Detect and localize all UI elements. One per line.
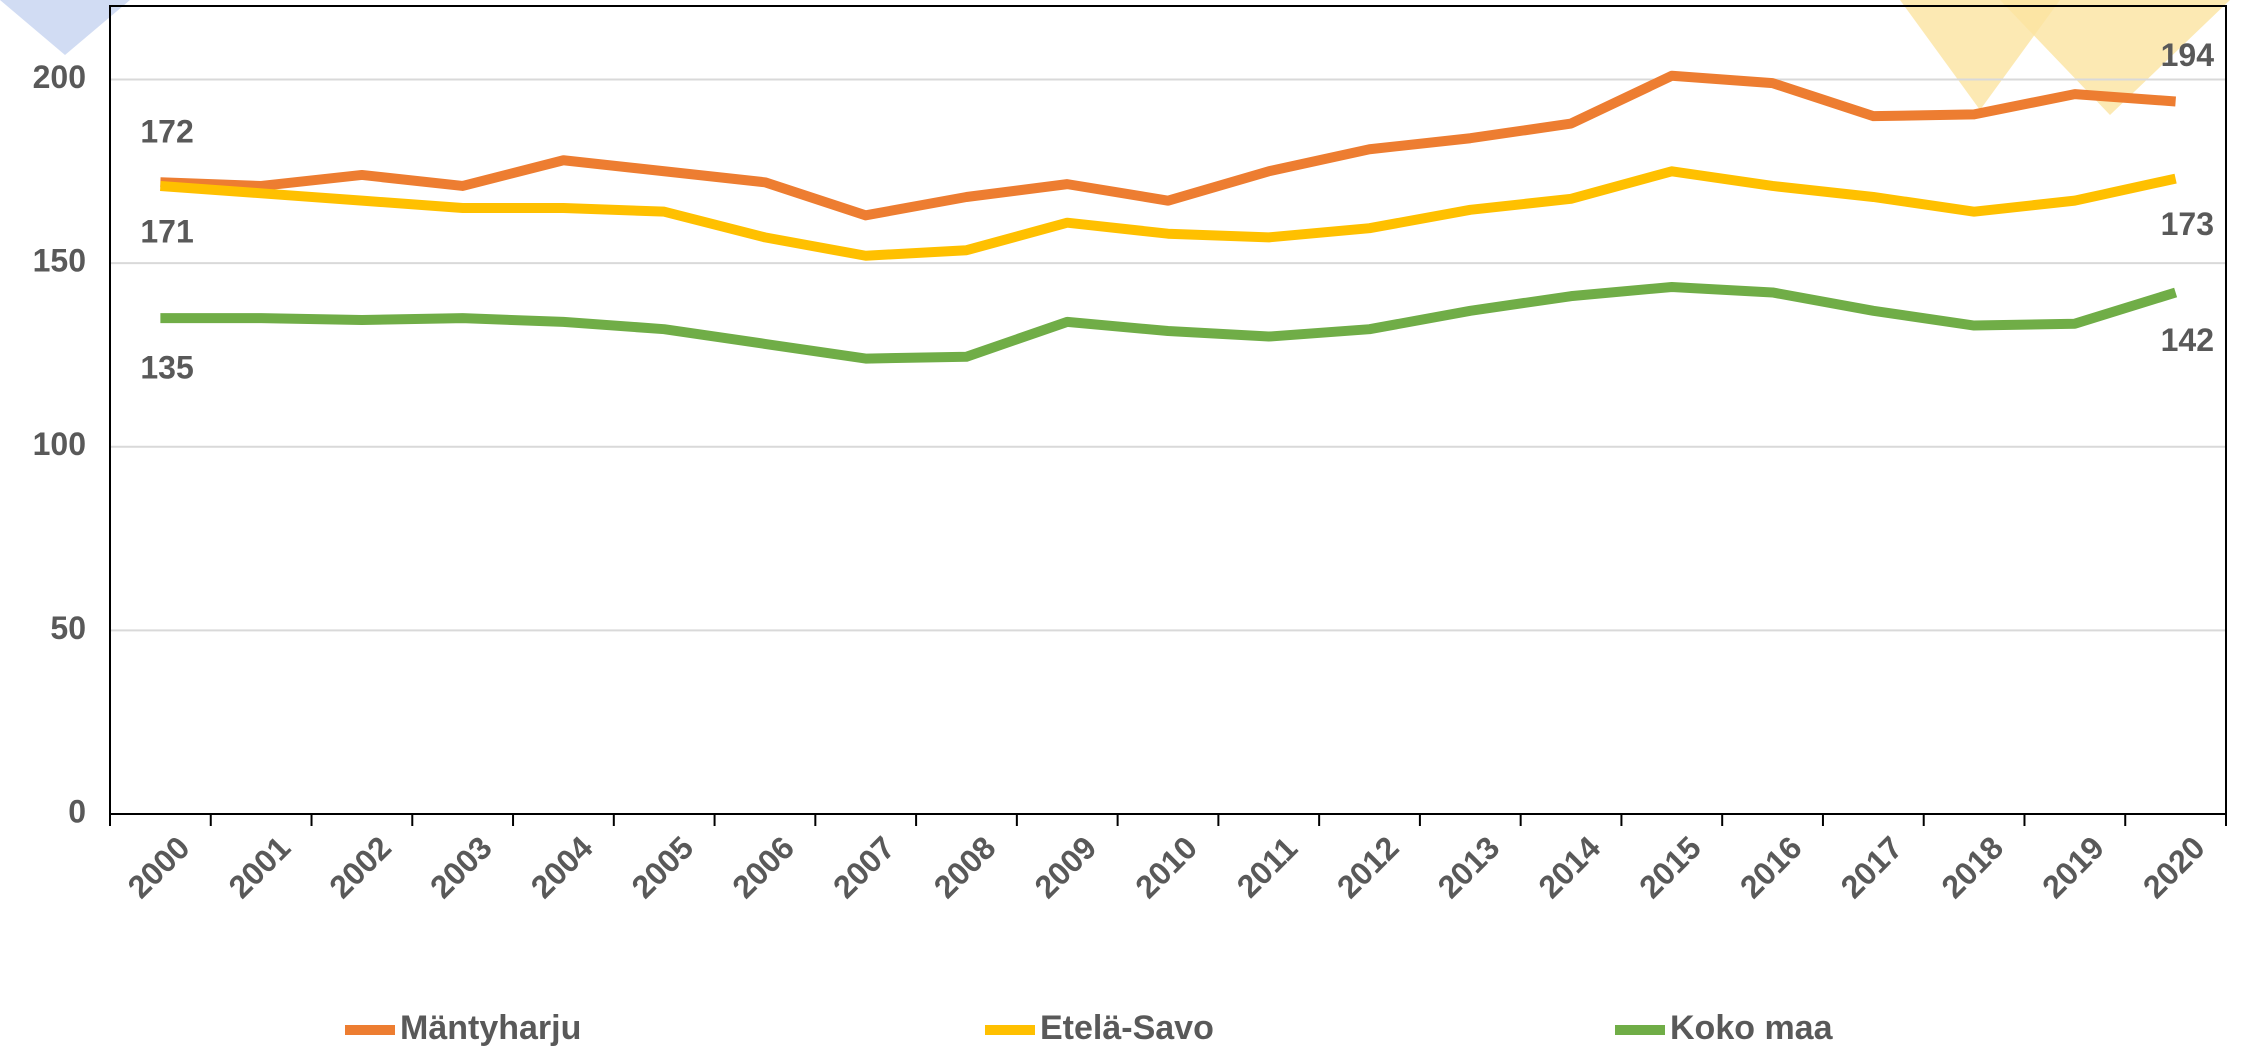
decoration — [1900, 0, 2060, 110]
x-tick-label: 2011 — [1230, 830, 1305, 905]
data-label: 142 — [2161, 322, 2214, 358]
x-tick-label: 2002 — [322, 829, 398, 905]
x-tick-label: 2020 — [2136, 829, 2212, 905]
data-label: 135 — [140, 350, 193, 386]
x-tick-label: 2015 — [1632, 829, 1708, 905]
data-label: 171 — [140, 213, 193, 249]
series-line — [160, 281, 2178, 364]
y-tick-label: 50 — [50, 610, 86, 646]
series-line — [160, 166, 2177, 261]
x-tick-label: 2016 — [1733, 829, 1809, 905]
x-tick-label: 2012 — [1330, 829, 1406, 905]
legend-label: Etelä-Savo — [1040, 1009, 1214, 1047]
y-tick-label: 150 — [33, 243, 86, 279]
x-tick-label: 2019 — [2035, 829, 2111, 905]
decoration — [0, 0, 130, 55]
x-tick-label: 2014 — [1531, 829, 1607, 905]
y-tick-label: 0 — [68, 793, 86, 829]
x-tick-label: 2006 — [725, 829, 801, 905]
y-tick-label: 100 — [33, 426, 86, 462]
x-tick-label: 2003 — [423, 829, 499, 905]
x-tick-label: 2018 — [1934, 829, 2010, 905]
plot-frame — [109, 5, 2227, 815]
legend-label: Mäntyharju — [400, 1009, 581, 1047]
x-tick-label: 2009 — [1028, 829, 1104, 905]
x-tick-label: 2010 — [1128, 829, 1204, 905]
x-tick-label: 2000 — [121, 829, 197, 905]
x-tick-label: 2005 — [624, 829, 700, 905]
x-tick-label: 2008 — [927, 829, 1003, 905]
y-tick-label: 200 — [33, 59, 86, 95]
x-tick-label: 2013 — [1431, 829, 1507, 905]
x-tick-label: 2007 — [826, 829, 902, 905]
series-line — [160, 70, 2176, 221]
decoration — [2000, 0, 2230, 115]
data-label: 173 — [2161, 206, 2214, 242]
data-label: 194 — [2161, 37, 2215, 73]
data-label: 172 — [140, 114, 193, 150]
x-tick-label: 2017 — [1834, 829, 1910, 905]
x-tick-label: 2004 — [524, 829, 600, 905]
legend-label: Koko maa — [1670, 1009, 1834, 1047]
x-tick-label: 2001 — [221, 829, 297, 905]
